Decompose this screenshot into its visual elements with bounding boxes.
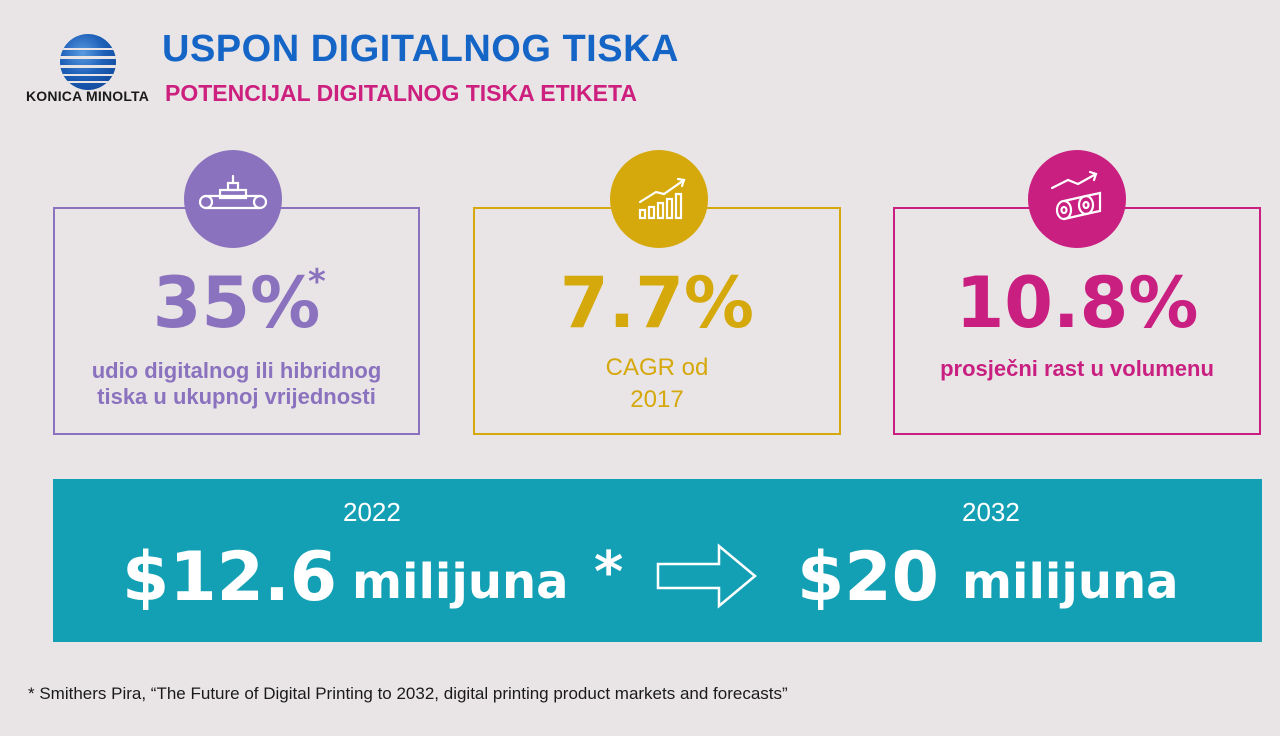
source-footnote: * Smithers Pira, “The Future of Digital … — [28, 684, 788, 703]
market-value-2022: $12.6 — [122, 538, 338, 617]
year-2022: 2022 — [343, 497, 401, 527]
logo-text: KONICA MINOLTA — [26, 88, 150, 104]
stat-value-digital-share: 35% — [152, 262, 321, 344]
stat-label-digital-share: udio digitalnog ili hibridnog tiska u uk… — [91, 358, 382, 409]
stat-label-cagr: CAGR od 2017 — [605, 354, 709, 413]
footnote-marker-banner: * — [594, 540, 624, 605]
page-subtitle: POTENCIJAL DIGITALNOG TISKA ETIKETA — [165, 80, 637, 106]
year-2032: 2032 — [962, 497, 1020, 527]
footnote-marker: * — [308, 262, 326, 302]
label-rolls-icon — [1028, 150, 1126, 248]
stat-label-volume-growth: prosječni rast u volumenu — [940, 356, 1214, 381]
printing-press-icon — [184, 150, 282, 248]
growth-chart-icon — [610, 150, 708, 248]
stat-value-volume-growth: 10.8% — [955, 262, 1199, 344]
page-title: USPON DIGITALNOG TISKA — [162, 28, 679, 70]
market-value-2032: $20 — [797, 538, 939, 617]
konica-minolta-globe-icon — [60, 34, 116, 90]
market-unit-2032: milijuna — [962, 554, 1179, 610]
arrow-right-icon — [655, 542, 759, 614]
market-value-banner — [53, 479, 1262, 642]
market-unit-2022: milijuna — [352, 554, 569, 610]
stat-value-cagr: 7.7% — [559, 262, 755, 344]
